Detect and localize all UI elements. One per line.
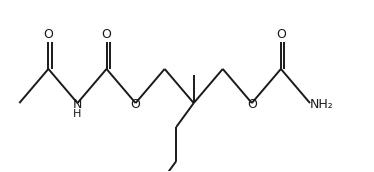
Text: O: O (43, 28, 53, 41)
Text: N: N (73, 98, 82, 111)
Text: O: O (131, 98, 141, 111)
Text: O: O (276, 28, 286, 41)
Text: H: H (73, 109, 82, 119)
Text: O: O (102, 28, 111, 41)
Text: O: O (247, 98, 257, 111)
Text: NH₂: NH₂ (310, 98, 334, 111)
